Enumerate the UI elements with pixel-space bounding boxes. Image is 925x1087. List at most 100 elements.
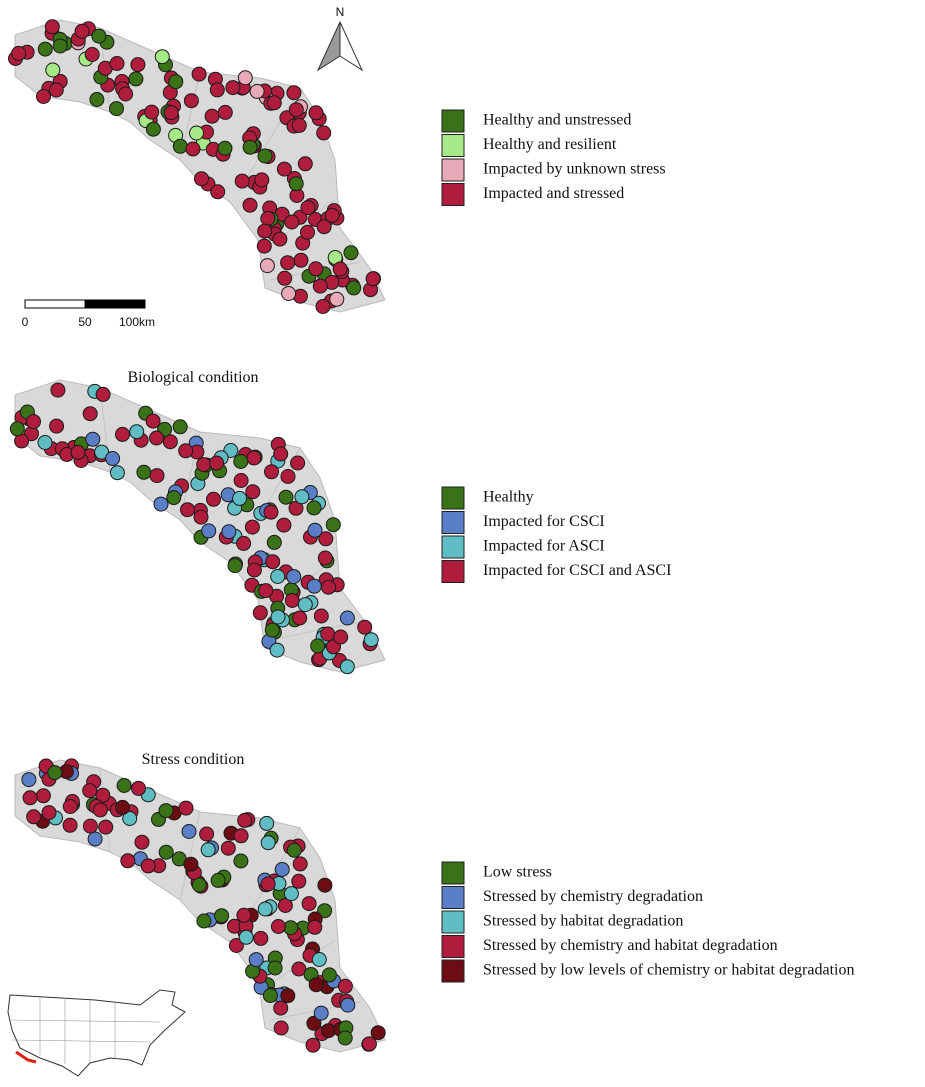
- site-point: [292, 610, 308, 626]
- site-point: [301, 896, 317, 912]
- site-point: [306, 578, 322, 594]
- site-point: [115, 426, 130, 442]
- site-point: [193, 509, 209, 525]
- site-point: [221, 524, 237, 540]
- site-point: [116, 778, 132, 793]
- site-point: [217, 140, 233, 156]
- site-point: [316, 219, 332, 235]
- site-point: [194, 171, 209, 187]
- site-point: [210, 184, 226, 200]
- legend-label: Stressed by chemistry degradation: [483, 888, 703, 905]
- us-inset: [7, 989, 186, 1077]
- site-point: [245, 484, 261, 500]
- site-point: [95, 787, 111, 803]
- site-point: [264, 622, 280, 638]
- site-point: [311, 952, 327, 967]
- scale-label: 100km: [119, 315, 155, 329]
- site-point: [313, 608, 329, 624]
- site-point: [316, 125, 332, 141]
- site-point: [273, 1000, 289, 1016]
- site-point: [254, 172, 270, 188]
- site-point: [310, 638, 326, 654]
- site-point: [365, 271, 381, 287]
- site-point: [305, 1037, 321, 1053]
- site-point: [317, 877, 333, 893]
- legend-label: Stressed by low levels of chemistry or h…: [483, 962, 854, 979]
- site-point: [260, 876, 276, 892]
- site-point: [48, 82, 64, 98]
- site-point: [329, 291, 345, 307]
- site-point: [266, 534, 282, 550]
- site-point: [324, 207, 340, 223]
- site-point: [118, 86, 134, 102]
- site-point: [183, 856, 199, 872]
- site-point: [317, 903, 333, 919]
- legend-swatch: [441, 511, 465, 534]
- site-point: [62, 817, 78, 833]
- site-point: [269, 642, 285, 658]
- map-panel: Healthy and unstressed Healthy and resili…: [8, 19, 666, 314]
- site-point: [343, 245, 359, 261]
- site-point: [94, 444, 110, 460]
- site-point: [233, 853, 249, 869]
- site-point: [346, 280, 362, 296]
- site-point: [233, 473, 249, 488]
- site-point: [276, 161, 292, 177]
- site-point: [87, 831, 103, 847]
- site-point: [276, 517, 292, 533]
- site-point: [26, 414, 41, 430]
- site-point: [307, 522, 323, 538]
- site-point: [85, 431, 101, 447]
- site-point: [109, 465, 125, 481]
- legend-label: Stressed by chemistry and habitat degrad…: [483, 937, 778, 954]
- site-point: [21, 772, 37, 788]
- site-point: [237, 70, 253, 86]
- legend-swatch: [441, 486, 465, 510]
- site-point: [204, 108, 220, 124]
- site-point: [286, 569, 302, 585]
- site-point: [178, 443, 194, 459]
- site-point: [288, 176, 304, 192]
- site-point: [300, 224, 315, 240]
- site-point: [264, 464, 279, 480]
- site-point: [183, 93, 199, 109]
- site-point: [317, 550, 333, 566]
- site-point: [136, 464, 152, 480]
- site-point: [308, 261, 324, 277]
- site-point: [340, 997, 356, 1013]
- site-point: [74, 23, 90, 39]
- site-point: [273, 446, 289, 462]
- site-point: [325, 517, 341, 533]
- site-point: [209, 455, 225, 471]
- legend-label: Impacted for ASCI: [483, 538, 605, 555]
- site-point: [260, 835, 276, 851]
- site-point: [263, 504, 279, 520]
- site-point: [130, 57, 146, 73]
- legend-swatch: [441, 910, 465, 934]
- site-point: [242, 139, 258, 155]
- legend-label: Impacted for CSCI and ASCI: [483, 562, 671, 579]
- legend-swatch: [441, 535, 465, 559]
- site-point: [249, 83, 265, 99]
- site-point: [49, 418, 65, 434]
- site-point: [320, 626, 336, 642]
- site-point: [294, 489, 310, 505]
- site-point: [82, 783, 98, 799]
- site-point: [145, 413, 161, 429]
- site-point: [62, 799, 78, 814]
- site-point: [153, 496, 169, 512]
- legend-label: Stressed by habitat degradation: [483, 913, 683, 930]
- site-point: [228, 938, 244, 953]
- site-point: [84, 47, 100, 62]
- site-point: [257, 901, 273, 917]
- site-point: [92, 802, 108, 818]
- site-point: [37, 435, 53, 450]
- site-point: [248, 952, 264, 968]
- site-point: [290, 455, 306, 471]
- site-point: [306, 1015, 322, 1031]
- site-point: [273, 1020, 289, 1036]
- site-point: [109, 101, 124, 117]
- site-point: [321, 579, 336, 595]
- site-point: [149, 468, 165, 484]
